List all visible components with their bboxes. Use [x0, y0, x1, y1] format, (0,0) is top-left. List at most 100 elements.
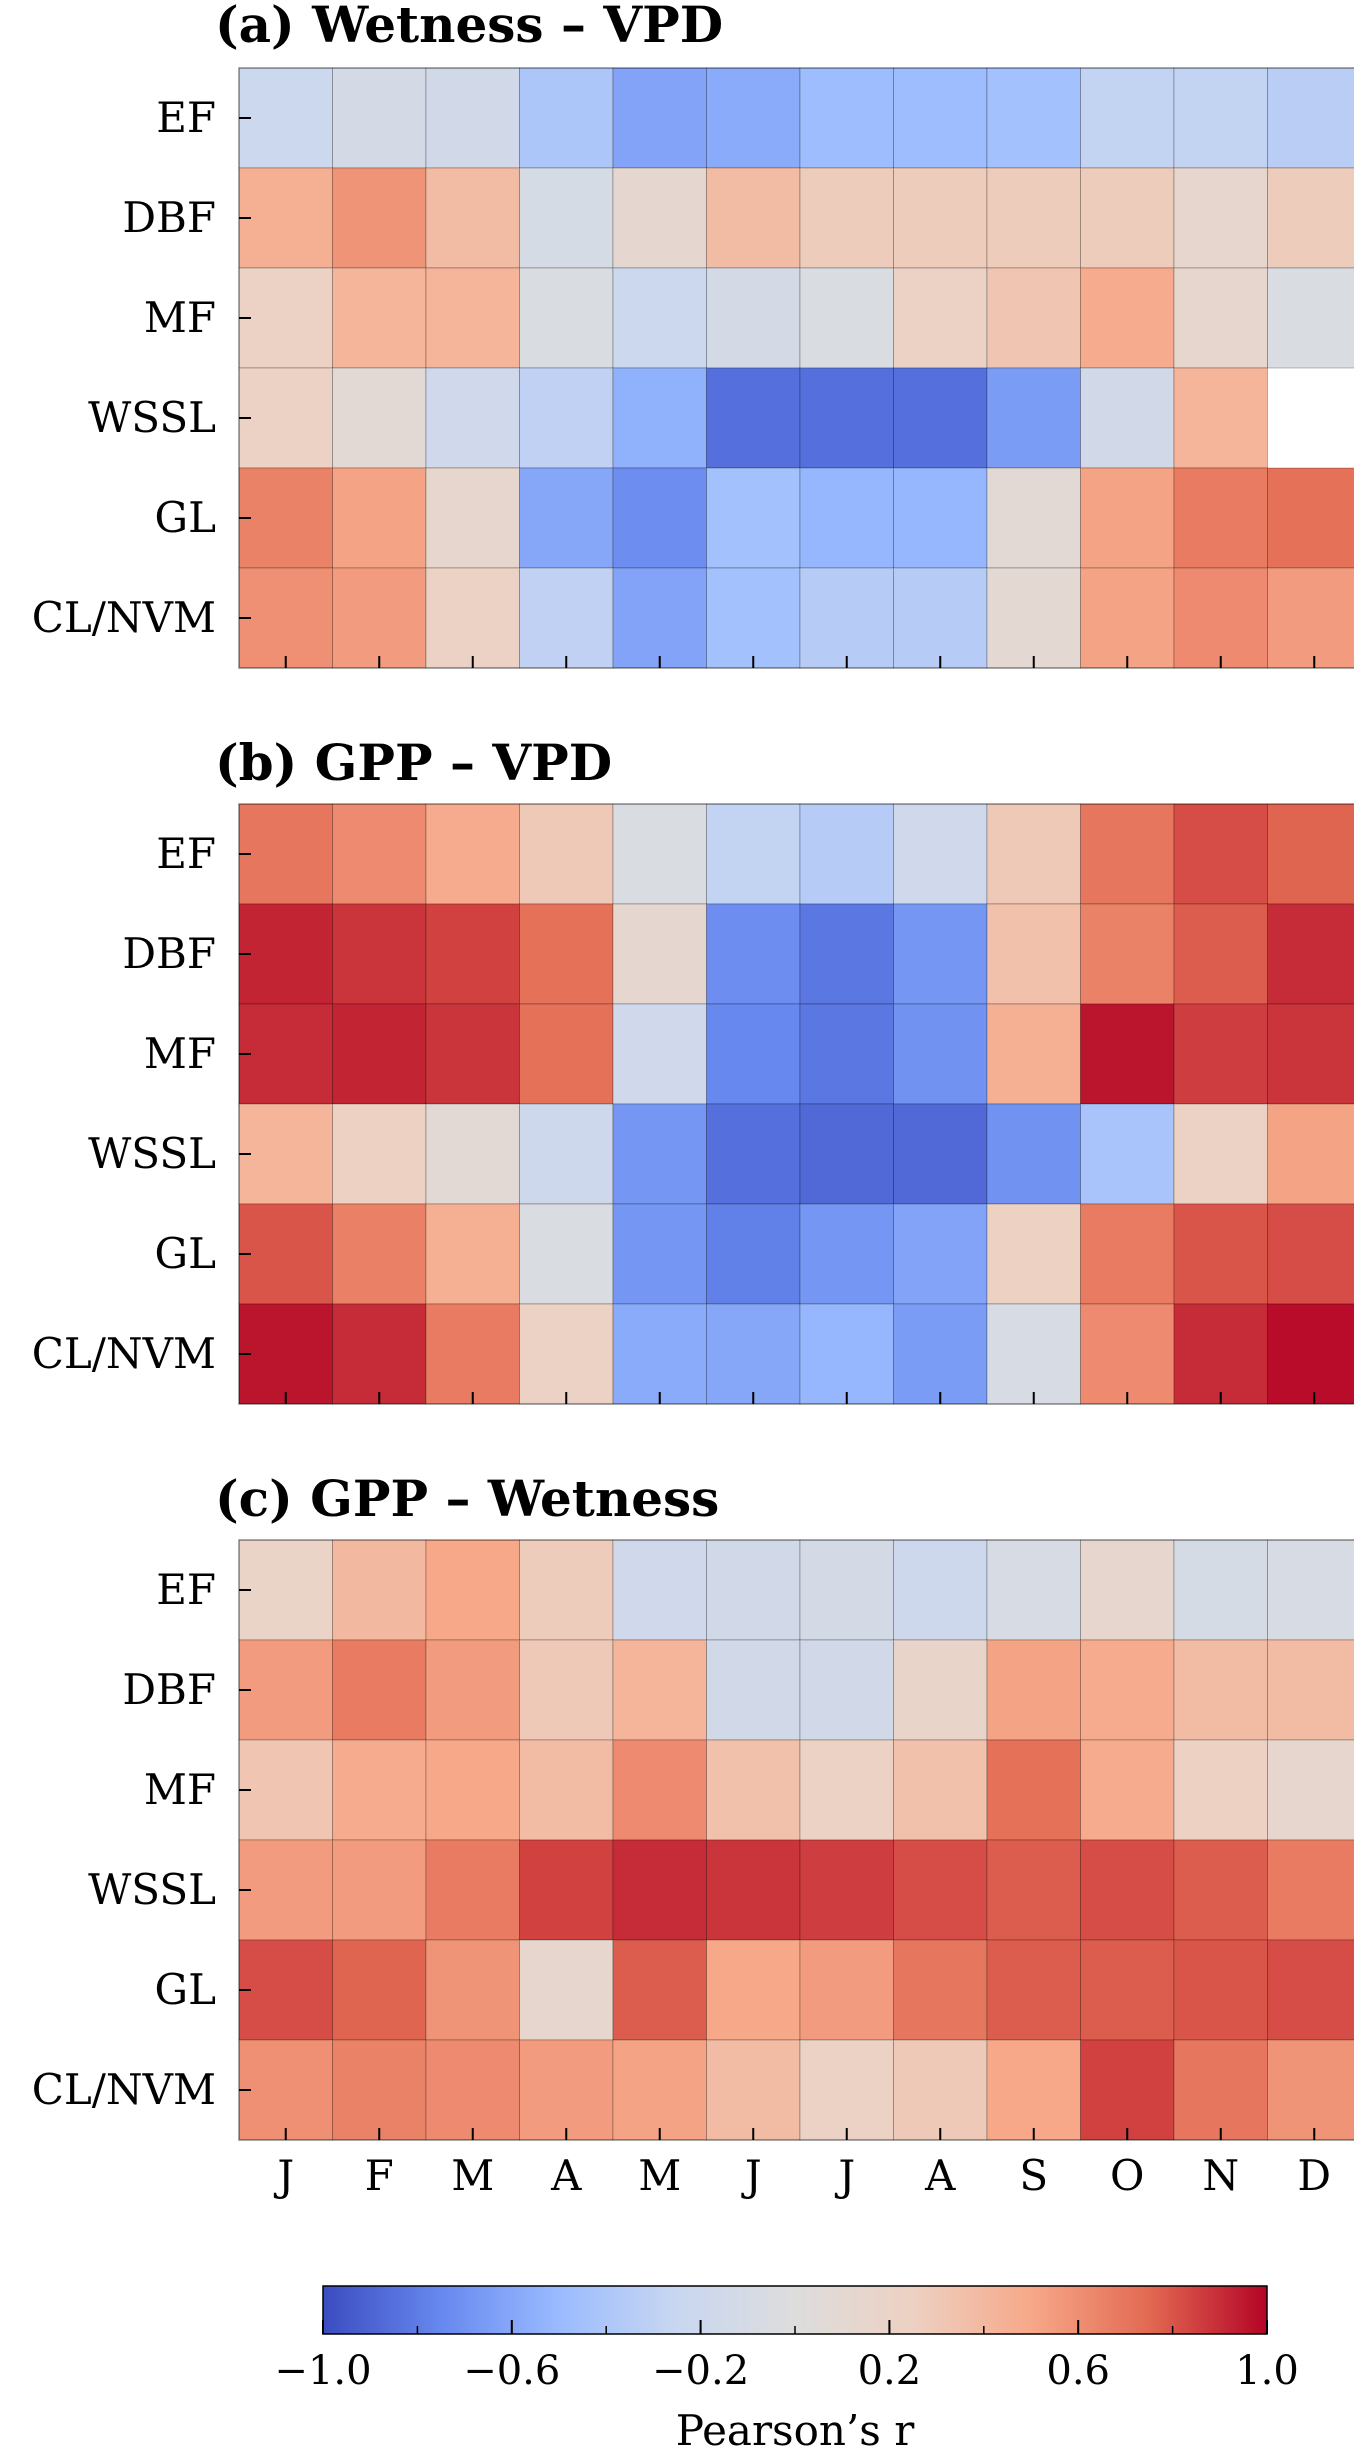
heatmap-cell: [986, 2039, 1081, 2141]
row-label: EF: [156, 1565, 216, 1614]
heatmap-cell: [1080, 903, 1175, 1005]
heatmap-cell: [332, 2039, 427, 2141]
heatmap-cell: [1173, 1103, 1268, 1205]
heatmap-cell: [519, 803, 614, 905]
heatmap-cell: [332, 1539, 427, 1641]
heatmap-cell: [706, 1539, 801, 1641]
heatmap-cell: [799, 67, 894, 169]
heatmap-cell: [332, 1003, 427, 1105]
heatmap-cell: [1080, 67, 1175, 169]
heatmap-cell: [706, 567, 801, 669]
row-label: MF: [144, 1029, 216, 1078]
heatmap-cell: [332, 167, 427, 269]
panel-border: [238, 1539, 1354, 2141]
heatmap-cell: [1080, 167, 1175, 269]
heatmap-cell: [238, 903, 333, 1005]
heatmap-cell: [238, 1739, 333, 1841]
heatmap-cell: [519, 1103, 614, 1205]
colorbar-ticks: −1.0 −0.6 −0.2 0.2 0.6 1.0: [274, 2320, 1299, 2394]
heatmap-cell: [1080, 1739, 1175, 1841]
row-label: CL/NVM: [32, 1329, 216, 1378]
row-label: GL: [155, 1229, 216, 1278]
heatmap-cell: [425, 2039, 520, 2141]
heatmap-cell: [1080, 803, 1175, 905]
heatmap-cell: [1173, 903, 1268, 1005]
heatmap-cell: [1173, 367, 1268, 469]
colorbar-tick-label: −0.6: [463, 2348, 560, 2394]
heatmap-cell: [1173, 803, 1268, 905]
heatmap-cell: [1267, 167, 1354, 269]
heatmap-cell: [612, 367, 707, 469]
row-label: CL/NVM: [32, 2065, 216, 2114]
heatmap-cell: [986, 367, 1081, 469]
heatmap-cell: [893, 1939, 988, 2041]
heatmap-cell: [1267, 1939, 1354, 2041]
heatmap-cell: [425, 567, 520, 669]
row-label: MF: [144, 293, 216, 342]
heatmap-cell: [799, 167, 894, 269]
heatmap-cell: [519, 367, 614, 469]
heatmap-cell: [332, 1203, 427, 1305]
heatmap-cell: [612, 167, 707, 269]
heatmap-cell: [893, 1203, 988, 1305]
column-label: N: [1202, 2151, 1239, 2200]
heatmap-cell: [1267, 67, 1354, 169]
heatmap-cell: [799, 803, 894, 905]
heatmap-cell: [332, 67, 427, 169]
panel-a-cells: [238, 67, 1354, 669]
heatmap-cell: [519, 2039, 614, 2141]
heatmap-cell: [1080, 367, 1175, 469]
heatmap-cell: [706, 267, 801, 369]
heatmap-cell: [893, 1639, 988, 1741]
heatmap-cell: [1173, 267, 1268, 369]
heatmap-cell: [238, 567, 333, 669]
heatmap-cell: [893, 903, 988, 1005]
heatmap-cell: [986, 1539, 1081, 1641]
row-label: WSSL: [88, 1129, 216, 1178]
heatmap-cell: [1267, 567, 1354, 669]
heatmap-cell: [1173, 1639, 1268, 1741]
column-label: S: [1019, 2151, 1048, 2200]
heatmap-cell: [1173, 567, 1268, 669]
heatmap-cell: [986, 467, 1081, 569]
row-label: MF: [144, 1765, 216, 1814]
heatmap-cell: [706, 903, 801, 1005]
heatmap-cell: [519, 1003, 614, 1105]
colorbar-tick-label: −0.2: [652, 2348, 749, 2394]
heatmap-cell: [799, 1539, 894, 1641]
heatmap-cell: [332, 1639, 427, 1741]
heatmap-cell: [612, 567, 707, 669]
heatmap-cell: [238, 367, 333, 469]
panel-c: (c) GPP – Wetness EF DBF MF WSSL GL CL/NVM J F…: [32, 1469, 1354, 2200]
colorbar-tick-label: 0.6: [1046, 2348, 1110, 2394]
heatmap-cell: [799, 1639, 894, 1741]
row-label: EF: [156, 93, 216, 142]
heatmap-cell: [238, 1003, 333, 1105]
heatmap-cell: [238, 1539, 333, 1641]
heatmap-cell: [706, 1939, 801, 2041]
heatmap-cell: [1267, 1303, 1354, 1405]
heatmap-cell: [986, 1939, 1081, 2041]
heatmap-cell: [893, 2039, 988, 2141]
heatmap-cell: [332, 467, 427, 569]
heatmap-cell: [799, 1303, 894, 1405]
heatmap-cell: [986, 1639, 1081, 1741]
heatmap-cell: [519, 903, 614, 1005]
heatmap-cell: [425, 1639, 520, 1741]
heatmap-cell: [425, 1103, 520, 1205]
heatmap-cell: [1173, 1839, 1268, 1941]
heatmap-cell: [1173, 1303, 1268, 1405]
heatmap-cell: [1173, 1203, 1268, 1305]
heatmap-cell: [706, 1103, 801, 1205]
heatmap-cell: [1080, 1939, 1175, 2041]
heatmap-cell: [799, 367, 894, 469]
heatmap-cell: [1267, 1203, 1354, 1305]
heatmap-cell: [612, 1539, 707, 1641]
heatmap-cell: [799, 1103, 894, 1205]
heatmap-cell: [238, 1939, 333, 2041]
heatmap-cell: [706, 1739, 801, 1841]
heatmap-cell: [706, 1303, 801, 1405]
heatmap-cell: [1080, 1003, 1175, 1105]
heatmap-cell: [425, 467, 520, 569]
heatmap-cell: [519, 567, 614, 669]
